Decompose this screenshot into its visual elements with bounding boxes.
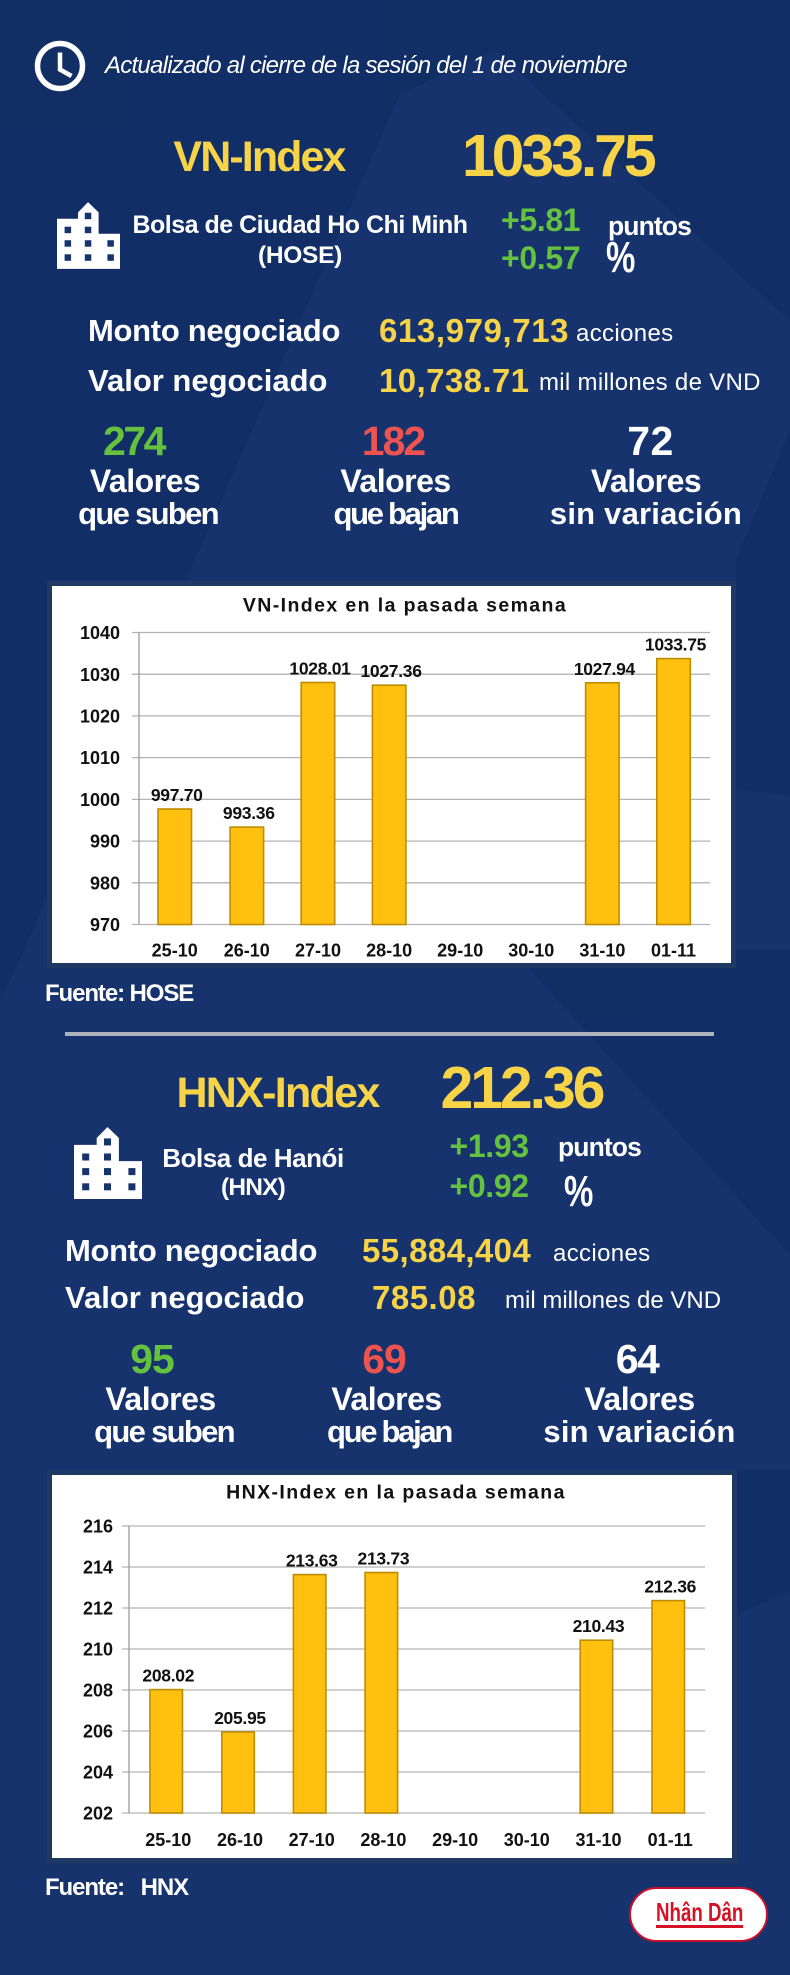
- svg-text:1030: 1030: [80, 665, 120, 685]
- svg-text:01-11: 01-11: [648, 1830, 693, 1850]
- svg-text:1027.36: 1027.36: [361, 661, 423, 681]
- svg-text:205.95: 205.95: [214, 1708, 266, 1728]
- svg-text:206: 206: [83, 1722, 113, 1742]
- svg-text:1027.94: 1027.94: [574, 659, 636, 679]
- svg-text:31-10: 31-10: [579, 941, 625, 961]
- svg-text:1020: 1020: [80, 707, 120, 727]
- svg-text:VN-Index en la pasada semana: VN-Index en la pasada semana: [243, 595, 567, 617]
- svg-text:28-10: 28-10: [360, 1830, 406, 1850]
- svg-text:31-10: 31-10: [575, 1830, 621, 1850]
- svg-text:997.70: 997.70: [151, 785, 203, 805]
- svg-text:26-10: 26-10: [217, 1830, 263, 1850]
- svg-text:28-10: 28-10: [366, 941, 412, 961]
- svg-text:213.73: 213.73: [358, 1549, 410, 1569]
- svg-text:29-10: 29-10: [437, 941, 483, 961]
- svg-text:26-10: 26-10: [224, 941, 270, 961]
- svg-text:213.63: 213.63: [286, 1551, 338, 1571]
- svg-text:25-10: 25-10: [145, 1830, 191, 1850]
- svg-text:980: 980: [90, 873, 120, 893]
- svg-text:27-10: 27-10: [289, 1830, 335, 1850]
- svg-text:1040: 1040: [80, 623, 120, 643]
- svg-text:1010: 1010: [80, 748, 120, 768]
- svg-text:27-10: 27-10: [295, 941, 341, 961]
- svg-text:210: 210: [83, 1640, 113, 1660]
- svg-text:25-10: 25-10: [152, 941, 198, 961]
- svg-text:208.02: 208.02: [142, 1666, 194, 1686]
- svg-text:30-10: 30-10: [504, 1830, 550, 1850]
- svg-text:208: 208: [83, 1681, 113, 1701]
- svg-text:HNX-Index en la pasada semana: HNX-Index en la pasada semana: [226, 1482, 566, 1504]
- svg-text:30-10: 30-10: [508, 941, 554, 961]
- svg-text:1033.75: 1033.75: [645, 635, 707, 655]
- svg-text:29-10: 29-10: [432, 1830, 478, 1850]
- svg-text:01-11: 01-11: [651, 941, 696, 961]
- svg-text:1028.01: 1028.01: [289, 659, 351, 679]
- svg-text:990: 990: [90, 832, 120, 852]
- svg-text:210.43: 210.43: [573, 1616, 625, 1636]
- svg-text:202: 202: [83, 1804, 113, 1824]
- svg-text:993.36: 993.36: [223, 803, 275, 823]
- svg-text:216: 216: [83, 1517, 113, 1537]
- svg-text:204: 204: [83, 1763, 113, 1783]
- svg-text:1000: 1000: [80, 790, 120, 810]
- svg-text:970: 970: [90, 915, 120, 935]
- svg-text:212.36: 212.36: [644, 1577, 696, 1597]
- svg-text:214: 214: [83, 1558, 113, 1578]
- svg-text:212: 212: [83, 1599, 113, 1619]
